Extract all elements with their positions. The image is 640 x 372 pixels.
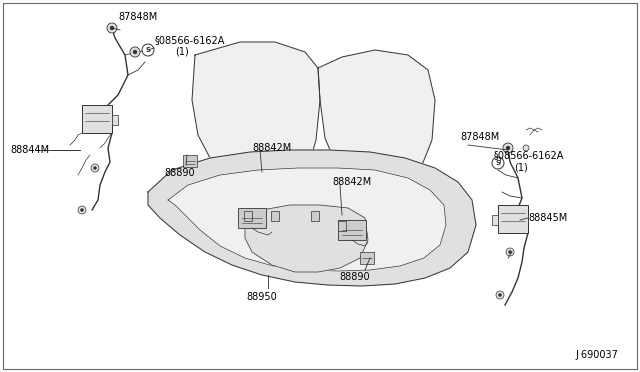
Circle shape [130, 47, 140, 57]
Bar [82, 105, 112, 133]
Circle shape [523, 145, 529, 151]
Circle shape [78, 206, 86, 214]
Polygon shape [318, 50, 435, 190]
Polygon shape [192, 42, 320, 192]
Circle shape [509, 250, 511, 253]
Text: 87848M: 87848M [118, 12, 157, 22]
Circle shape [499, 294, 502, 296]
Bar [238, 208, 266, 228]
Text: S: S [495, 160, 500, 166]
Circle shape [133, 50, 137, 54]
Text: 88950: 88950 [246, 292, 277, 302]
Bar [311, 211, 319, 221]
Bar [112, 115, 118, 125]
Text: §08566-6162A: §08566-6162A [155, 35, 225, 45]
Text: 88845M: 88845M [528, 213, 567, 223]
Circle shape [503, 143, 513, 153]
Text: 88844M: 88844M [10, 145, 49, 155]
Circle shape [506, 248, 514, 256]
Text: 87848M: 87848M [460, 132, 499, 142]
Text: 88890: 88890 [340, 272, 371, 282]
Circle shape [110, 26, 114, 30]
Circle shape [107, 23, 117, 33]
Text: 88842M: 88842M [252, 143, 291, 153]
Text: §08566-6162A: §08566-6162A [494, 150, 564, 160]
Text: 88842M: 88842M [332, 177, 371, 187]
Text: (1): (1) [514, 162, 528, 172]
Bar [271, 211, 279, 221]
Circle shape [93, 167, 97, 170]
Circle shape [492, 157, 504, 169]
Text: S: S [145, 47, 150, 53]
Polygon shape [245, 205, 368, 272]
Polygon shape [148, 150, 476, 286]
Bar [360, 252, 374, 264]
Circle shape [91, 164, 99, 172]
Text: J 690037: J 690037 [575, 350, 618, 360]
Text: (1): (1) [175, 47, 189, 57]
Circle shape [496, 291, 504, 299]
Bar [338, 221, 346, 231]
Circle shape [81, 208, 83, 212]
Bar [498, 205, 528, 233]
Bar [338, 220, 366, 240]
Circle shape [506, 146, 510, 150]
Bar [244, 211, 252, 221]
Circle shape [142, 44, 154, 56]
Polygon shape [168, 168, 446, 271]
Bar [492, 215, 498, 225]
Text: 88890: 88890 [164, 168, 195, 178]
Bar [183, 155, 197, 167]
